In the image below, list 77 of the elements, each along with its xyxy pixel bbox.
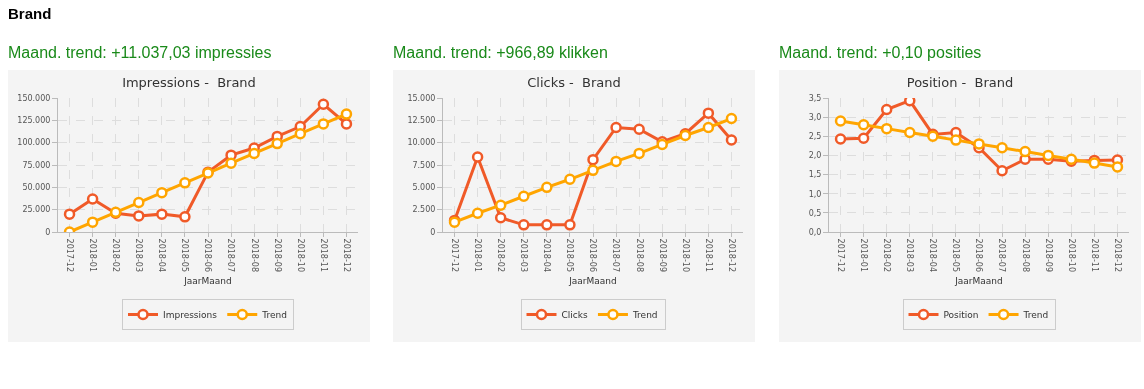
text: Brand [8,5,52,22]
x-tick-label: 2018-10 [680,238,690,273]
x-tick-label: 2018-11 [703,238,713,273]
y-tick-label: 0 [430,227,436,237]
x-tick-label: 2018-08 [634,238,644,273]
x-tick-label: 2018-05 [180,238,190,273]
y-tick-label: 2,0 [808,151,822,161]
chart-subtitle: Maand. trend: +966,89 klikken [393,44,609,63]
x-tick-label: 2018-09 [657,238,667,273]
legend-label: Trend [261,310,287,321]
y-tick-label: 7.500 [412,160,436,170]
x-tick-label: 2018-07 [611,238,621,273]
x-tick-label: 2018-02 [882,238,892,273]
y-tick-label: 3,0 [808,112,822,122]
y-tick-label: 10.000 [407,138,436,148]
y-tick-label: 0 [45,227,51,237]
chart-subtitle: Maand. trend: +11.037,03 impressies [8,44,273,63]
legend-label: Position [943,310,979,321]
x-axis-title: JaarMaand [954,275,1003,286]
x-tick-label: 2018-04 [157,238,167,273]
x-tick-label: 2018-06 [588,238,598,273]
x-tick-label: 2018-07 [997,238,1007,273]
x-tick-label: 2018-01 [473,238,483,273]
x-axis-title: JaarMaand [183,275,232,286]
x-tick-label: 2018-09 [272,238,282,273]
x-tick-label: 2018-12 [341,238,351,273]
legend-label: Trend [631,310,658,321]
x-tick-label: 2018-10 [295,238,305,273]
x-tick-label: 2018-03 [519,238,529,273]
x-tick-label: 2018-05 [951,238,961,273]
x-tick-label: 2018-02 [496,238,506,273]
legend-label: Clicks [561,310,588,321]
x-tick-label: 2018-08 [249,238,259,273]
chart-title: Impressions - Brand [122,75,256,91]
x-tick-label: 2018-01 [859,238,869,273]
x-tick-label: 2018-10 [1066,238,1076,273]
y-tick-label: 2,5 [808,132,822,142]
y-tick-label: 1,0 [808,189,822,199]
chart-title: Clicks - Brand [527,75,621,91]
x-tick-label: 2017-12 [835,238,845,273]
y-tick-label: 5.000 [412,183,436,193]
y-tick-label: 2.500 [412,205,436,215]
x-tick-label: 2018-08 [1020,238,1030,273]
x-tick-label: 2018-01 [88,238,98,273]
x-tick-label: 2018-07 [226,238,236,273]
x-tick-label: 2017-12 [64,238,74,273]
x-tick-label: 2018-11 [1089,238,1099,273]
y-tick-label: 0,0 [808,227,822,237]
x-tick-label: 2018-03 [905,238,915,273]
y-tick-label: 3,5 [808,93,822,103]
y-tick-label: 1,5 [808,170,822,180]
y-tick-label: 12.500 [407,116,436,126]
x-tick-label: 2018-09 [1043,238,1053,273]
y-tick-label: 150.000 [17,93,51,103]
y-tick-label: 15.000 [407,93,436,103]
x-tick-label: 2018-03 [134,238,144,273]
x-tick-label: 2018-12 [1112,238,1122,273]
y-tick-label: 75.000 [22,160,51,170]
x-tick-label: 2018-06 [974,238,984,273]
x-tick-label: 2017-12 [449,238,459,273]
y-tick-label: 0,5 [808,208,822,218]
chart-subtitle: Maand. trend: +0,10 posities [779,44,983,63]
x-tick-label: 2018-12 [726,238,736,273]
x-tick-label: 2018-02 [111,238,121,273]
legend-label: Impressions [163,310,218,321]
legend-label: Trend [1022,310,1049,321]
y-tick-label: 125.000 [17,116,51,126]
y-tick-label: 100.000 [17,138,51,148]
x-tick-label: 2018-05 [565,238,575,273]
y-tick-label: 50.000 [22,183,51,193]
x-axis-title: JaarMaand [568,275,617,286]
x-tick-label: 2018-04 [542,238,552,273]
x-tick-label: 2018-06 [203,238,213,273]
x-tick-label: 2018-11 [318,238,328,273]
y-tick-label: 25.000 [22,205,51,215]
x-tick-label: 2018-04 [928,238,938,273]
chart-title: Position - Brand [906,75,1014,91]
